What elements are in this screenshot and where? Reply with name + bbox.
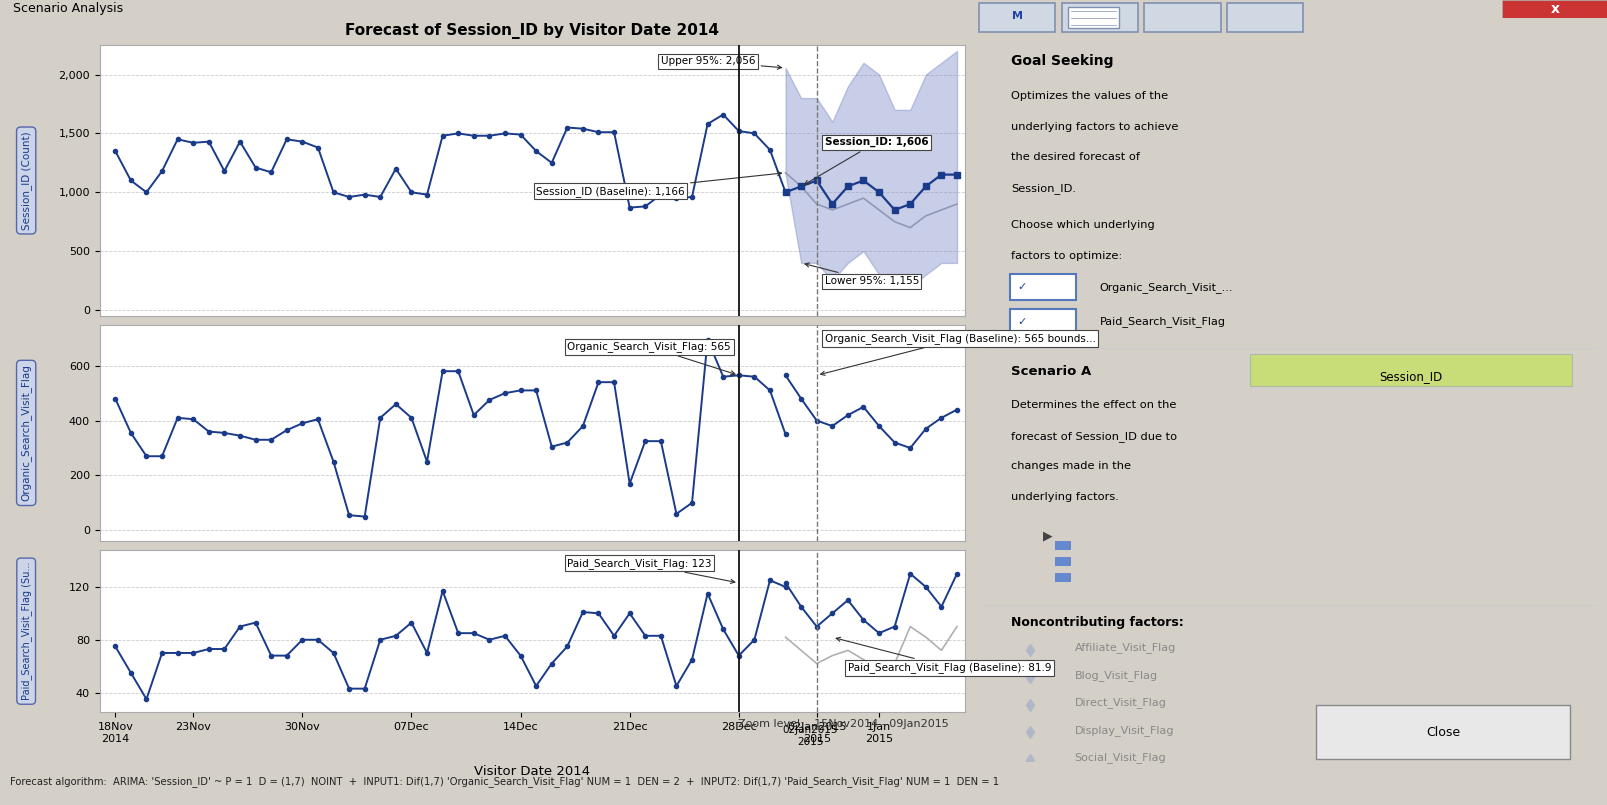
Text: changes made in the: changes made in the [1011,461,1130,471]
Text: Scenario A: Scenario A [1011,365,1094,378]
Text: Zoom level:   15Nov2014 - 09Jan2015: Zoom level: 15Nov2014 - 09Jan2015 [738,719,948,729]
Text: Determines the effect on the: Determines the effect on the [1011,400,1176,411]
Text: Forecast algorithm:  ARIMA: 'Session_ID' ~ P = 1  D = (1,7)  NOINT  +  INPUT1: D: Forecast algorithm: ARIMA: 'Session_ID' … [10,776,998,787]
Text: Session_ID: 1,606: Session_ID: 1,606 [804,137,927,184]
Text: Display_Visit_Flag: Display_Visit_Flag [1073,724,1173,736]
FancyBboxPatch shape [1144,3,1220,32]
Text: Scenario Analysis: Scenario Analysis [13,2,122,15]
Bar [1054,557,1070,566]
Text: Noncontributing factors:: Noncontributing factors: [1011,616,1183,629]
Text: Organic_Search_Visit_...: Organic_Search_Visit_... [1099,282,1233,292]
Text: Session_ID.: Session_ID. [1011,183,1075,193]
Text: Affiliate_Visit_Flag: Affiliate_Visit_Flag [1073,642,1175,653]
FancyBboxPatch shape [1009,274,1075,300]
Text: Paid_Search_Visit_Flag: 123: Paid_Search_Visit_Flag: 123 [567,558,734,584]
FancyBboxPatch shape [979,3,1054,32]
Text: Lower 95%: 1,155: Lower 95%: 1,155 [805,263,918,286]
FancyBboxPatch shape [1249,354,1572,386]
Text: Session_ID: Session_ID [1379,369,1441,383]
FancyBboxPatch shape [1061,3,1138,32]
Text: Session_ID (Baseline): 1,166: Session_ID (Baseline): 1,166 [535,171,781,197]
Text: ▶: ▶ [1041,530,1051,543]
Text: Social_Visit_Flag: Social_Visit_Flag [1073,753,1165,763]
Text: Blog_Visit_Flag: Blog_Visit_Flag [1073,670,1157,680]
Text: Direct_Visit_Flag: Direct_Visit_Flag [1073,697,1165,708]
Text: ✓: ✓ [1017,317,1025,327]
Text: M: M [1011,11,1022,21]
Text: Session_ID (Count): Session_ID (Count) [21,131,32,229]
Text: Organic_Search_Visit_Flag (Baseline): 565 bounds...: Organic_Search_Visit_Flag (Baseline): 56… [820,333,1094,375]
Bar [1067,7,1118,28]
Text: Close: Close [1425,726,1459,739]
Text: 02Jan2015
2015: 02Jan2015 2015 [783,725,837,746]
FancyBboxPatch shape [1226,3,1302,32]
Bar [1054,573,1070,581]
Text: Organic_Search_Visit_Flag: Organic_Search_Visit_Flag [21,365,32,502]
Text: Optimizes the values of the: Optimizes the values of the [1011,91,1167,101]
Text: x: x [1549,2,1559,16]
Text: the desired forecast of: the desired forecast of [1011,152,1139,162]
Text: ✓: ✓ [1017,282,1025,292]
Text: Upper 95%: 2,056: Upper 95%: 2,056 [660,56,781,69]
Text: Paid_Search_Visit_Flag (Baseline): 81.9: Paid_Search_Visit_Flag (Baseline): 81.9 [836,638,1051,673]
Text: forecast of Session_ID due to: forecast of Session_ID due to [1011,431,1176,442]
Text: Forecast of Session_ID by Visitor Date 2014: Forecast of Session_ID by Visitor Date 2… [346,23,718,39]
Text: Choose which underlying: Choose which underlying [1011,221,1154,230]
Text: Paid_Search_Visit_Flag: Paid_Search_Visit_Flag [1099,316,1225,328]
Bar [1501,0,1607,18]
Text: Paid_Search_Visit_Flag (Su...: Paid_Search_Visit_Flag (Su... [21,562,32,700]
Text: factors to optimize:: factors to optimize: [1011,251,1122,261]
Text: Visitor Date 2014: Visitor Date 2014 [474,765,590,778]
FancyBboxPatch shape [1009,309,1075,335]
Text: underlying factors to achieve: underlying factors to achieve [1011,122,1178,132]
Bar [1054,541,1070,550]
Text: Goal Seeking: Goal Seeking [1011,54,1112,68]
FancyBboxPatch shape [1315,705,1568,759]
Text: underlying factors.: underlying factors. [1011,492,1118,502]
Text: Organic_Search_Visit_Flag: 565: Organic_Search_Visit_Flag: 565 [567,341,734,375]
